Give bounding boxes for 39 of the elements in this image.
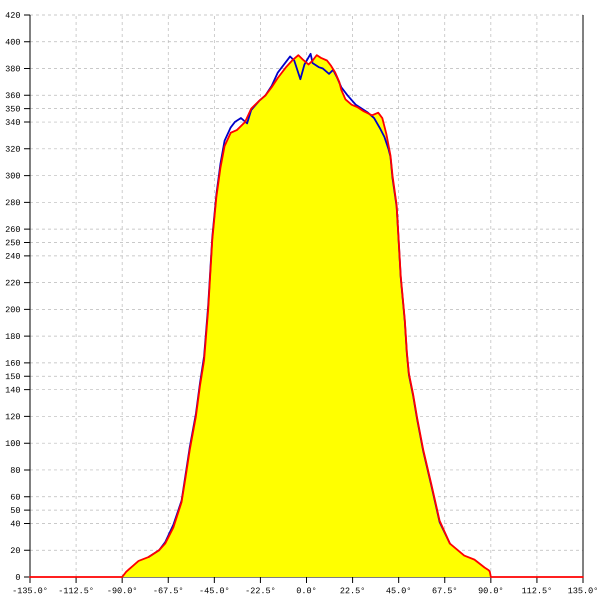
y-tick-label: 20 xyxy=(10,547,20,554)
y-tick-label: 0 xyxy=(16,574,20,580)
y-tick-label: 200 xyxy=(6,306,20,312)
y-tick-label: 180 xyxy=(6,333,20,340)
y-tick-label: 160 xyxy=(6,360,20,366)
x-tick-label: -135.0° xyxy=(14,588,46,594)
y-tick-label: 120 xyxy=(6,414,20,420)
x-tick-label: 0.0° xyxy=(296,588,316,594)
y-tick-label: 240 xyxy=(6,252,20,259)
y-tick-label: 320 xyxy=(6,146,20,152)
x-tick-label: 90.0° xyxy=(478,588,502,594)
y-tick-label: 260 xyxy=(6,226,20,232)
y-tick-label: 420 xyxy=(6,12,20,18)
x-tick-label: 135.0° xyxy=(568,588,597,594)
y-tick-label: 340 xyxy=(6,119,20,125)
y-tick-label: 400 xyxy=(6,38,20,45)
x-tick-label: -112.5° xyxy=(60,588,93,594)
x-tick-label: 112.5° xyxy=(522,588,551,594)
y-tick-label: 40 xyxy=(10,520,20,526)
x-tick-label: 45.0° xyxy=(386,588,410,594)
x-tick-label: 22.5° xyxy=(340,588,364,594)
y-tick-label: 150 xyxy=(6,373,20,380)
x-tick-label: -90.0° xyxy=(108,588,136,594)
x-tick-label: 67.5° xyxy=(432,588,456,594)
y-tick-label: 50 xyxy=(10,507,20,513)
y-tick-label: 80 xyxy=(10,467,20,473)
y-tick-label: 220 xyxy=(6,280,20,286)
y-tick-label: 300 xyxy=(6,172,20,178)
y-tick-label: 60 xyxy=(10,494,20,500)
y-tick-label: 360 xyxy=(6,92,20,98)
y-tick-label: 280 xyxy=(6,199,20,206)
y-tick-label: 140 xyxy=(6,386,20,393)
y-tick-label: 100 xyxy=(6,440,20,446)
x-tick-label: -22.5° xyxy=(246,588,274,594)
y-tick-label: 380 xyxy=(6,66,20,72)
y-tick-label: 350 xyxy=(6,106,20,112)
x-tick-label: -45.0° xyxy=(200,588,228,594)
y-tick-label: 250 xyxy=(6,240,20,246)
x-tick-label: -67.5° xyxy=(154,588,182,594)
